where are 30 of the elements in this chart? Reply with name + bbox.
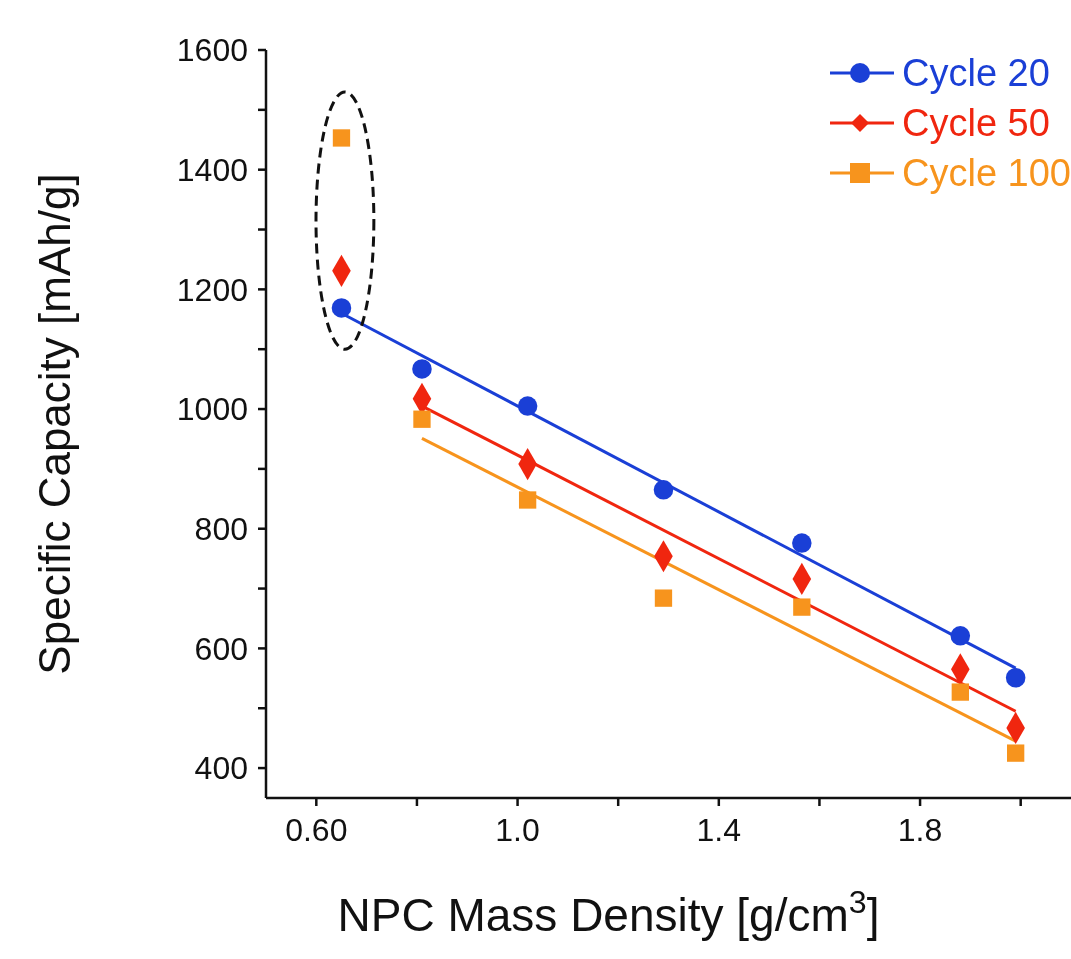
y-axis-title: Specific Capacity [mAh/g] [30, 173, 79, 675]
point [332, 129, 351, 147]
y-tick-label: 1200 [176, 271, 248, 308]
y-tick-label: 400 [194, 750, 248, 787]
point [653, 480, 674, 500]
x-axis-title: NPC Mass Density [g/cm$^{3}$] [337, 884, 880, 941]
legend-label: Cycle 50 [902, 101, 1050, 145]
point [950, 626, 971, 646]
point [413, 410, 431, 428]
point [654, 589, 673, 607]
point [518, 491, 537, 509]
x-tick-label: 1.4 [696, 811, 742, 848]
x-tick-label: 0.60 [285, 811, 348, 848]
y-tick-label: 1000 [176, 391, 248, 428]
y-tick-label: 800 [194, 511, 248, 548]
point [412, 359, 432, 379]
point [793, 598, 811, 616]
point [951, 683, 969, 701]
y-tick-label: 600 [194, 630, 248, 667]
point [792, 533, 812, 553]
point [1005, 667, 1026, 688]
y-tick-label: 1600 [176, 32, 248, 69]
x-tick-label: 1.0 [495, 811, 540, 848]
point [517, 396, 538, 416]
legend-label: Cycle 100 [902, 151, 1071, 195]
point [1007, 744, 1025, 762]
legend-label: Cycle 20 [902, 51, 1050, 95]
y-tick-label: 1400 [176, 152, 248, 189]
point [331, 298, 352, 318]
x-tick-label: 1.8 [897, 811, 943, 848]
